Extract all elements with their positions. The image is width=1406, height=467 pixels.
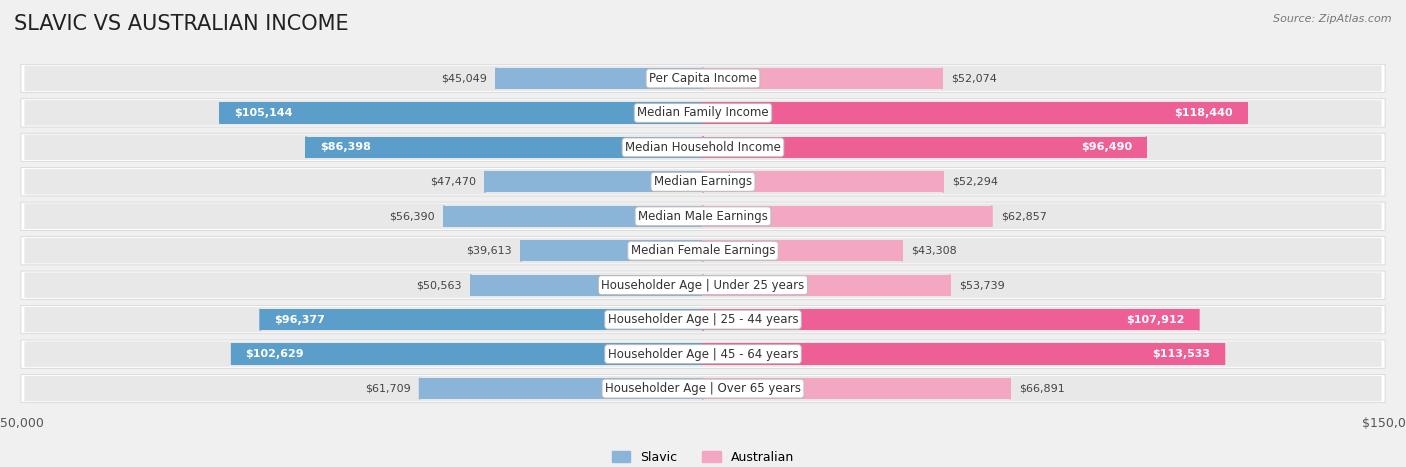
Text: Median Female Earnings: Median Female Earnings xyxy=(631,244,775,257)
FancyBboxPatch shape xyxy=(24,307,1382,333)
FancyBboxPatch shape xyxy=(522,240,703,262)
Text: SLAVIC VS AUSTRALIAN INCOME: SLAVIC VS AUSTRALIAN INCOME xyxy=(14,14,349,34)
Text: Householder Age | 45 - 64 years: Householder Age | 45 - 64 years xyxy=(607,347,799,361)
Text: $96,377: $96,377 xyxy=(274,315,325,325)
FancyBboxPatch shape xyxy=(703,102,1247,124)
Text: Householder Age | Over 65 years: Householder Age | Over 65 years xyxy=(605,382,801,395)
Text: Median Male Earnings: Median Male Earnings xyxy=(638,210,768,223)
FancyBboxPatch shape xyxy=(24,376,1382,401)
FancyBboxPatch shape xyxy=(496,68,703,89)
FancyBboxPatch shape xyxy=(485,171,703,192)
Text: $61,709: $61,709 xyxy=(364,383,411,394)
Text: Per Capita Income: Per Capita Income xyxy=(650,72,756,85)
FancyBboxPatch shape xyxy=(24,169,1382,195)
FancyBboxPatch shape xyxy=(21,168,1385,196)
Text: $96,490: $96,490 xyxy=(1081,142,1132,152)
Text: $50,563: $50,563 xyxy=(416,280,461,290)
FancyBboxPatch shape xyxy=(260,309,703,330)
Text: $62,857: $62,857 xyxy=(1001,211,1046,221)
FancyBboxPatch shape xyxy=(24,238,1382,263)
FancyBboxPatch shape xyxy=(703,378,1011,399)
Text: $118,440: $118,440 xyxy=(1174,108,1233,118)
Text: Median Earnings: Median Earnings xyxy=(654,175,752,188)
FancyBboxPatch shape xyxy=(221,102,703,124)
FancyBboxPatch shape xyxy=(703,171,943,192)
FancyBboxPatch shape xyxy=(419,378,703,399)
Text: $39,613: $39,613 xyxy=(467,246,512,256)
FancyBboxPatch shape xyxy=(703,343,1225,365)
Text: $102,629: $102,629 xyxy=(246,349,304,359)
Text: $52,294: $52,294 xyxy=(952,177,998,187)
Text: $56,390: $56,390 xyxy=(389,211,434,221)
Text: Median Family Income: Median Family Income xyxy=(637,106,769,120)
Text: Householder Age | 25 - 44 years: Householder Age | 25 - 44 years xyxy=(607,313,799,326)
FancyBboxPatch shape xyxy=(21,305,1385,334)
Text: $105,144: $105,144 xyxy=(233,108,292,118)
Text: $45,049: $45,049 xyxy=(441,73,486,84)
FancyBboxPatch shape xyxy=(703,205,991,227)
FancyBboxPatch shape xyxy=(21,202,1385,230)
FancyBboxPatch shape xyxy=(21,64,1385,92)
FancyBboxPatch shape xyxy=(21,375,1385,403)
FancyBboxPatch shape xyxy=(703,309,1199,330)
FancyBboxPatch shape xyxy=(24,66,1382,91)
FancyBboxPatch shape xyxy=(471,275,703,296)
Text: $107,912: $107,912 xyxy=(1126,315,1185,325)
Text: $66,891: $66,891 xyxy=(1019,383,1066,394)
FancyBboxPatch shape xyxy=(24,134,1382,160)
FancyBboxPatch shape xyxy=(444,205,703,227)
FancyBboxPatch shape xyxy=(232,343,703,365)
FancyBboxPatch shape xyxy=(24,272,1382,298)
Legend: Slavic, Australian: Slavic, Australian xyxy=(606,446,800,467)
FancyBboxPatch shape xyxy=(703,275,950,296)
FancyBboxPatch shape xyxy=(21,340,1385,368)
FancyBboxPatch shape xyxy=(24,100,1382,126)
FancyBboxPatch shape xyxy=(21,271,1385,299)
FancyBboxPatch shape xyxy=(703,137,1146,158)
FancyBboxPatch shape xyxy=(24,204,1382,229)
FancyBboxPatch shape xyxy=(21,99,1385,127)
Text: $52,074: $52,074 xyxy=(952,73,997,84)
FancyBboxPatch shape xyxy=(703,68,942,89)
FancyBboxPatch shape xyxy=(703,240,901,262)
Text: $47,470: $47,470 xyxy=(430,177,475,187)
Text: $113,533: $113,533 xyxy=(1153,349,1211,359)
Text: Median Household Income: Median Household Income xyxy=(626,141,780,154)
FancyBboxPatch shape xyxy=(21,133,1385,162)
Text: Source: ZipAtlas.com: Source: ZipAtlas.com xyxy=(1274,14,1392,24)
Text: Householder Age | Under 25 years: Householder Age | Under 25 years xyxy=(602,279,804,292)
FancyBboxPatch shape xyxy=(307,137,703,158)
Text: $53,739: $53,739 xyxy=(959,280,1005,290)
FancyBboxPatch shape xyxy=(21,237,1385,265)
Text: $43,308: $43,308 xyxy=(911,246,957,256)
Text: $86,398: $86,398 xyxy=(321,142,371,152)
FancyBboxPatch shape xyxy=(24,341,1382,367)
